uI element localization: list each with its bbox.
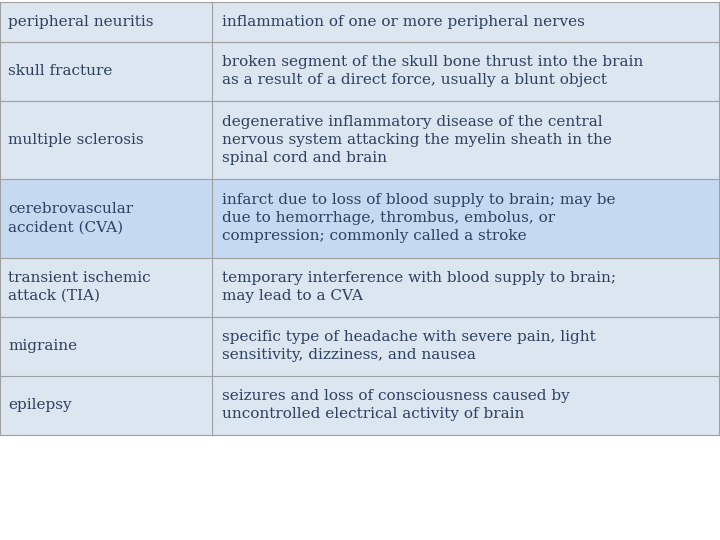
Text: temporary interference with blood supply to brain;
may lead to a CVA: temporary interference with blood supply… bbox=[222, 271, 616, 303]
Text: multiple sclerosis: multiple sclerosis bbox=[8, 133, 143, 147]
Text: skull fracture: skull fracture bbox=[8, 64, 112, 78]
Text: infarct due to loss of blood supply to brain; may be
due to hemorrhage, thrombus: infarct due to loss of blood supply to b… bbox=[222, 193, 616, 243]
Text: degenerative inflammatory disease of the central
nervous system attacking the my: degenerative inflammatory disease of the… bbox=[222, 115, 612, 165]
Bar bbox=[0, 100, 212, 179]
Bar bbox=[0, 42, 212, 100]
Text: epilepsy: epilepsy bbox=[8, 398, 71, 412]
Bar bbox=[0, 375, 212, 435]
Text: transient ischemic
attack (TIA): transient ischemic attack (TIA) bbox=[8, 271, 150, 303]
Text: inflammation of one or more peripheral nerves: inflammation of one or more peripheral n… bbox=[222, 15, 585, 29]
Bar bbox=[0, 2, 212, 42]
Bar bbox=[212, 42, 720, 100]
Bar bbox=[212, 316, 720, 375]
Bar bbox=[0, 258, 212, 316]
Text: specific type of headache with severe pain, light
sensitivity, dizziness, and na: specific type of headache with severe pa… bbox=[222, 330, 596, 362]
Bar bbox=[212, 375, 720, 435]
Bar bbox=[212, 179, 720, 258]
Bar bbox=[0, 179, 212, 258]
Text: broken segment of the skull bone thrust into the brain
as a result of a direct f: broken segment of the skull bone thrust … bbox=[222, 55, 644, 87]
Text: cerebrovascular
accident (CVA): cerebrovascular accident (CVA) bbox=[8, 202, 133, 234]
Bar bbox=[212, 100, 720, 179]
Bar bbox=[0, 316, 212, 375]
Text: migraine: migraine bbox=[8, 339, 77, 353]
Bar bbox=[212, 2, 720, 42]
Text: peripheral neuritis: peripheral neuritis bbox=[8, 15, 153, 29]
Bar bbox=[212, 258, 720, 316]
Text: seizures and loss of consciousness caused by
uncontrolled electrical activity of: seizures and loss of consciousness cause… bbox=[222, 389, 570, 421]
